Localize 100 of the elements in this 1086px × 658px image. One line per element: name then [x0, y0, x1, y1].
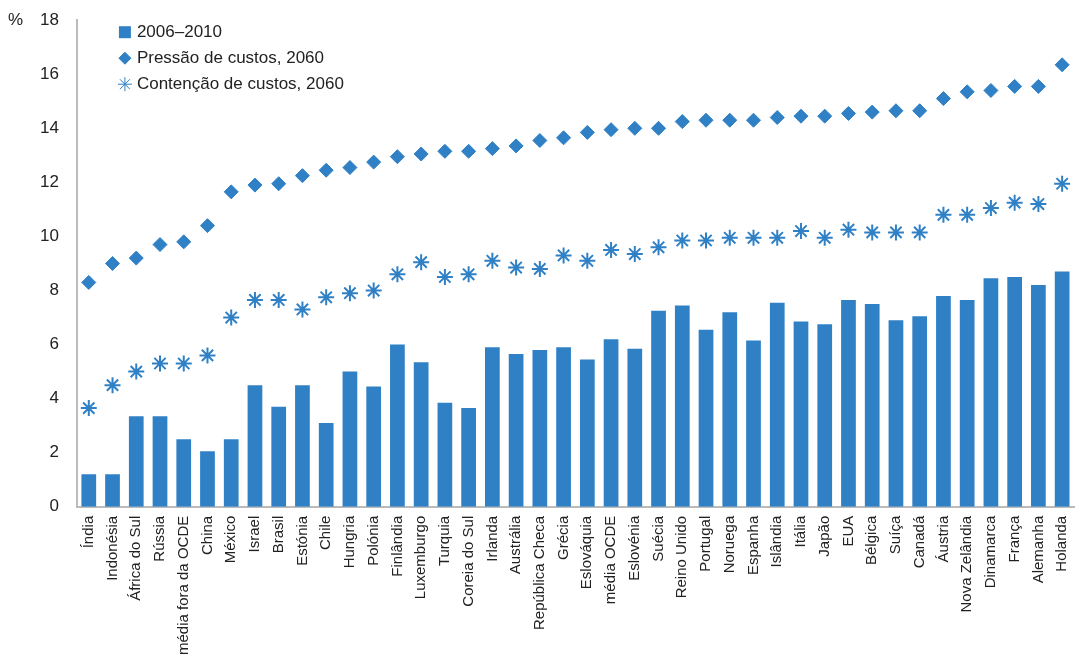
bar — [674, 305, 690, 507]
bar — [413, 362, 429, 507]
x-tick-label: Áustria — [933, 515, 951, 563]
bar — [152, 416, 168, 507]
bar — [888, 320, 904, 507]
bar — [295, 385, 310, 507]
point — [293, 300, 312, 319]
point — [532, 132, 548, 148]
point — [959, 84, 975, 100]
y-tick-label: 14 — [39, 118, 59, 138]
bar — [437, 402, 453, 507]
bar — [508, 354, 524, 507]
point — [364, 281, 383, 300]
point — [1029, 195, 1048, 214]
bar — [698, 329, 714, 507]
point — [578, 251, 597, 270]
point — [340, 284, 359, 303]
point — [768, 228, 787, 247]
point — [222, 308, 241, 327]
bar — [959, 299, 975, 507]
bar — [176, 439, 192, 507]
x-tick-label: Suíça — [886, 515, 904, 555]
x-tick-label: Espanha — [743, 515, 761, 575]
x-tick-label: EUA — [838, 515, 856, 547]
x-tick-label: Estónia — [292, 515, 310, 566]
point — [912, 103, 928, 119]
point — [435, 268, 454, 286]
point — [128, 250, 144, 266]
point — [79, 399, 98, 418]
x-tick-label: Itália — [791, 515, 809, 548]
point — [317, 288, 336, 307]
point — [746, 112, 762, 128]
x-tick-label: Turquia — [435, 515, 453, 567]
point — [674, 114, 690, 130]
bar — [105, 474, 120, 507]
point — [103, 376, 122, 395]
point — [318, 162, 334, 178]
x-tick-label: Alemanha — [1028, 515, 1046, 584]
x-tick-label: Polónia — [363, 515, 381, 566]
point — [698, 112, 714, 128]
x-tick-label: Islândia — [767, 515, 785, 568]
point — [413, 146, 429, 162]
point — [507, 258, 526, 277]
y-tick-label: 10 — [39, 226, 59, 246]
bar — [603, 339, 619, 507]
y-tick-label: 6 — [49, 334, 59, 354]
point — [935, 91, 951, 107]
bar — [342, 371, 358, 507]
point — [484, 141, 500, 157]
point — [981, 199, 1000, 218]
x-tick-label: China — [197, 515, 215, 555]
point — [934, 205, 953, 224]
bar — [247, 385, 263, 507]
x-tick-label: Japão — [814, 515, 832, 557]
point — [105, 255, 121, 271]
bar — [81, 474, 97, 507]
bar — [366, 386, 382, 507]
x-tick-label: México — [221, 515, 239, 564]
x-tick-label: Portugal — [696, 515, 714, 572]
point — [793, 108, 809, 124]
x-tick-label: Hungria — [340, 515, 358, 569]
x-tick-label: Suécia — [648, 515, 666, 562]
point — [530, 259, 549, 278]
y-tick-label: 0 — [49, 496, 59, 516]
x-tick-label: Indonésia — [102, 515, 120, 581]
point — [366, 154, 382, 170]
point — [744, 228, 763, 247]
x-tick-label: Grécia — [553, 515, 571, 560]
point — [294, 168, 310, 184]
bar — [485, 347, 500, 507]
y-tick-label: 16 — [39, 63, 59, 83]
x-tick-label: Reino Unido — [672, 515, 690, 599]
point — [223, 184, 239, 200]
bar — [532, 349, 548, 507]
point — [791, 222, 810, 241]
bar — [223, 439, 239, 507]
point — [81, 274, 97, 290]
point — [1005, 193, 1024, 212]
bar — [793, 321, 809, 507]
point — [389, 149, 405, 165]
x-tick-label: Dinamarca — [981, 515, 999, 589]
bar — [936, 295, 951, 507]
point — [769, 110, 785, 126]
x-tick-label: Bélgica — [862, 515, 880, 565]
point — [958, 205, 977, 224]
point — [627, 120, 643, 136]
point — [579, 124, 595, 140]
bar — [128, 416, 144, 507]
point — [198, 346, 217, 365]
bar — [722, 312, 738, 507]
point — [245, 290, 264, 309]
bar — [912, 316, 928, 507]
point — [722, 112, 738, 128]
point — [651, 120, 667, 136]
point — [697, 231, 716, 250]
legend-label: Contenção de custos, 2060 — [136, 73, 344, 93]
point — [412, 253, 431, 272]
x-tick-label: República Checa — [529, 515, 547, 631]
x-tick-label: Luxemburgo — [411, 515, 429, 600]
x-tick-label: Rússia — [150, 515, 168, 562]
